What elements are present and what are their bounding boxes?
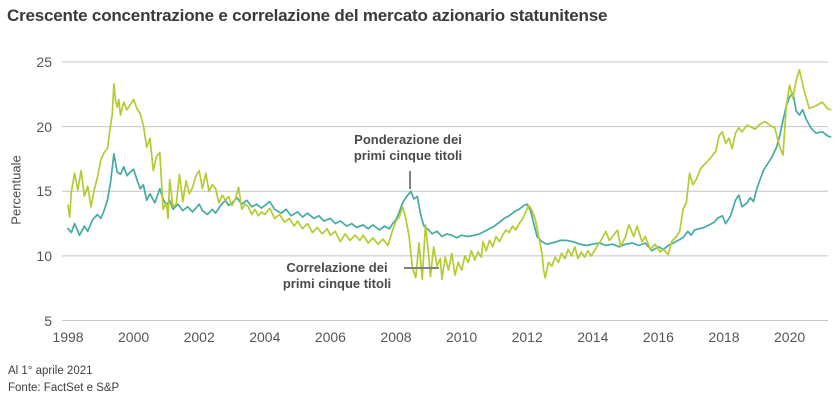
x-axis-tick-label: 2014 (577, 329, 609, 345)
correlation-series-annotation: Correlazione dei primi cinque titoli (283, 260, 391, 292)
x-axis-tick-label: 2018 (708, 329, 740, 345)
x-axis-tick-label: 2010 (446, 329, 478, 345)
y-axis-tick-label: 15 (36, 183, 52, 200)
footnote-as-of-date: Al 1° aprile 2021 (8, 365, 93, 377)
y-axis-tick-label: 20 (36, 118, 52, 135)
weight-annotation-line2: primi cinque titoli (353, 148, 463, 163)
footnote-source: Fonte: FactSet e S&P (8, 382, 120, 394)
y-axis-tick-label: 5 (44, 312, 52, 329)
correlation-line-series (67, 68, 832, 280)
weight-series-annotation: Ponderazione dei primi cinque titoli (354, 132, 462, 164)
y-axis-tick-label: 25 (36, 54, 52, 70)
x-axis-tick-label: 2020 (774, 329, 806, 345)
correlation-annotation-pointer-line (404, 267, 439, 269)
x-axis-tick-label: 2012 (511, 329, 543, 345)
correlation-annotation-line1: Correlazione dei (286, 260, 388, 275)
x-axis-tick-label: 2000 (118, 329, 150, 345)
x-axis-tick-label: 2008 (380, 329, 412, 345)
weight-line-series (67, 92, 832, 252)
x-axis-tick-label: 2004 (249, 329, 281, 345)
y-axis-tick-label: 10 (36, 247, 52, 264)
correlation-annotation-line2: primi cinque titoli (282, 276, 392, 291)
chart-title: Crescente concentrazione e correlazione … (7, 6, 608, 25)
weight-annotation-line1: Ponderazione dei (354, 132, 462, 147)
x-axis-tick-label: 1998 (52, 329, 84, 345)
x-axis-tick-label: 2016 (642, 329, 674, 345)
x-axis-tick-label: 2002 (183, 329, 215, 345)
weight-annotation-pointer-line (409, 171, 411, 189)
x-axis-tick-label: 2006 (314, 329, 346, 345)
